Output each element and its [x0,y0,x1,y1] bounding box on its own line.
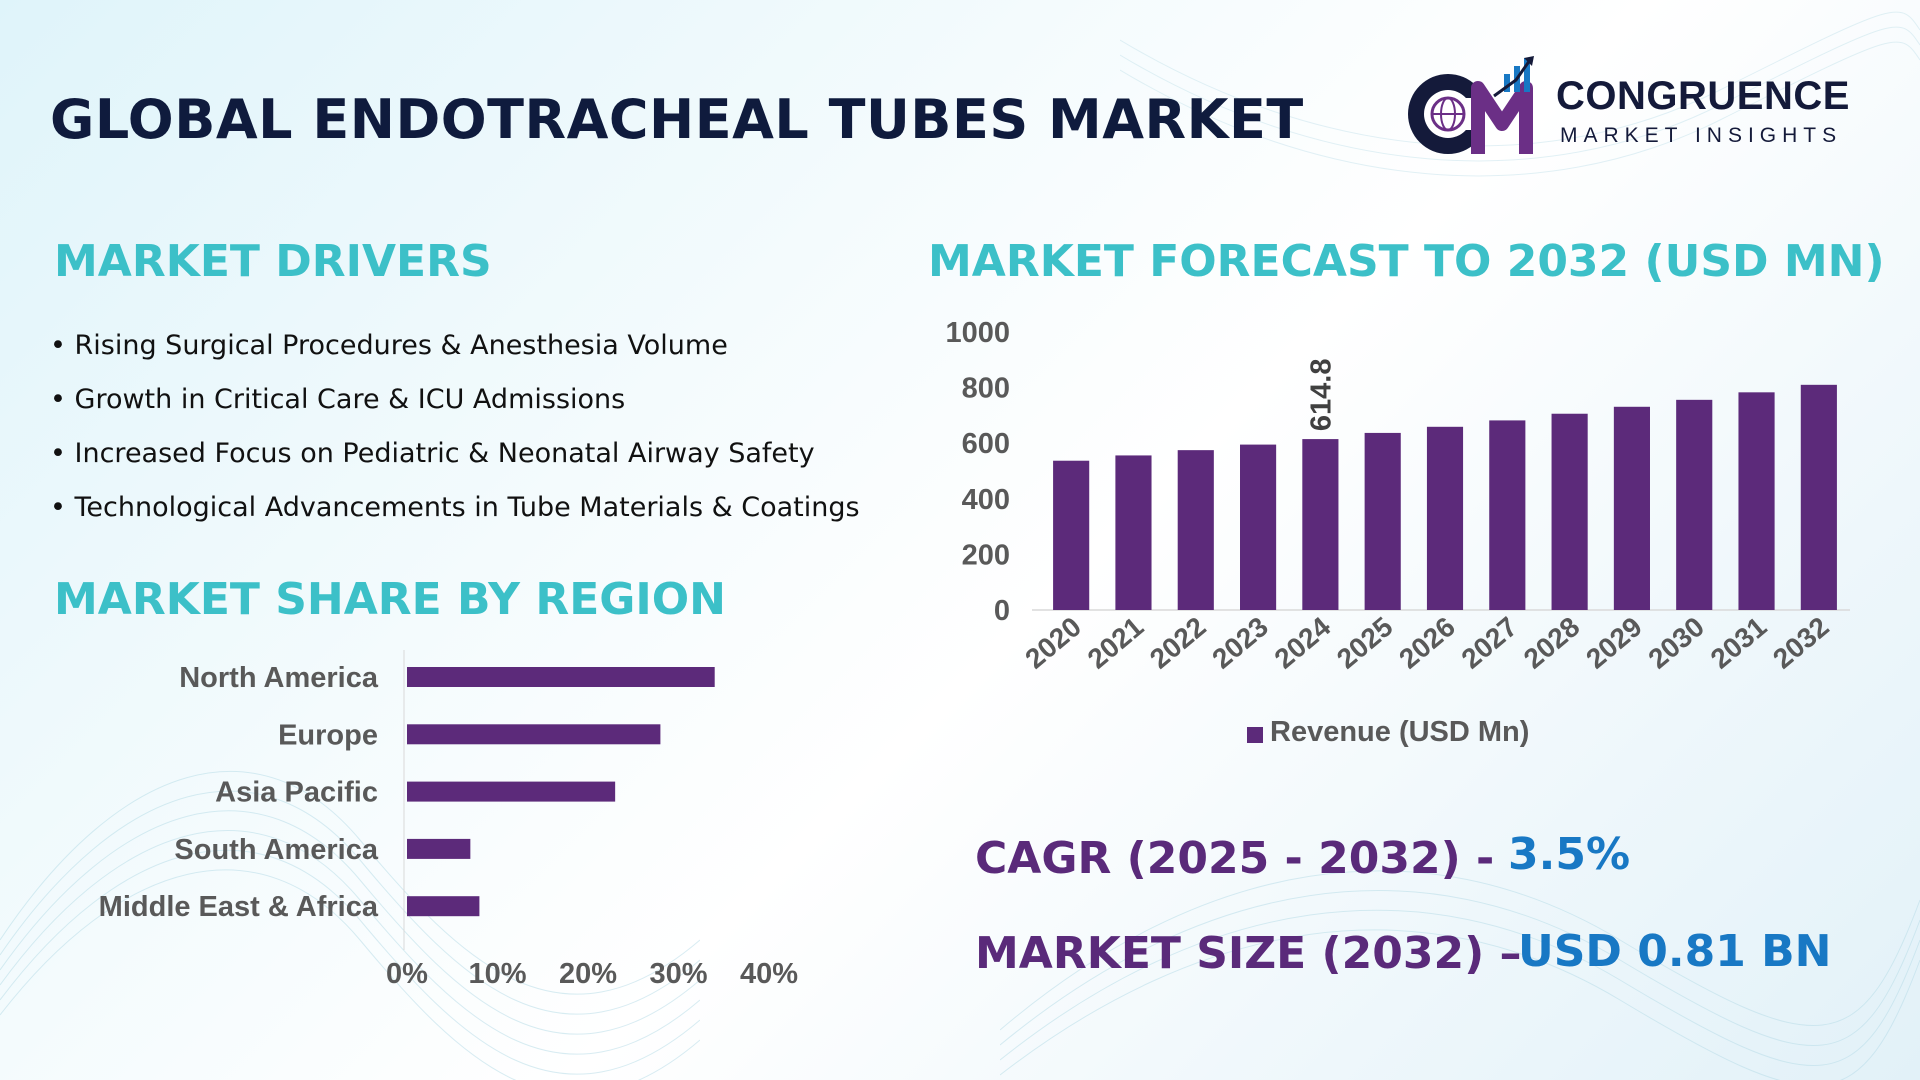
region-x-tick: 30% [649,958,707,990]
forecast-x-tick: 2029 [1580,611,1648,675]
logo-name: CONGRUENCE [1556,74,1850,118]
forecast-chart: 0200400600800100020202021202220232024202… [945,317,1850,675]
driver-item: Increased Focus on Pediatric & Neonatal … [50,434,860,488]
region-bar [407,667,715,687]
forecast-x-tick: 2021 [1082,611,1150,675]
logo-tagline: MARKET INSIGHTS [1560,124,1843,147]
forecast-bar [1613,406,1650,610]
forecast-bar [1551,413,1588,610]
forecast-x-tick: 2020 [1019,611,1087,675]
forecast-data-label: 614.8 [1305,359,1337,432]
forecast-x-tick: 2028 [1518,611,1586,675]
region-bar [407,896,480,917]
forecast-x-tick: 2026 [1393,611,1461,675]
region-share-chart: North America Europe Asia Pacific South Ame… [99,650,798,990]
region-label: Middle East & Africa [99,891,379,923]
forecast-bar [1364,432,1401,610]
forecast-bar [1489,420,1526,610]
forecast-bar [1240,444,1277,610]
forecast-y-tick: 200 [962,539,1010,571]
region-x-tick: 20% [559,958,617,990]
forecast-bar [1115,455,1152,610]
forecast-y-tick: 1000 [945,317,1010,349]
driver-item: Growth in Critical Care & ICU Admissions [50,380,860,434]
forecast-heading: MARKET FORECAST TO 2032 (USD MN) [928,236,1885,287]
drivers-list: Rising Surgical Procedures & Anesthesia … [50,326,860,542]
forecast-y-tick: 400 [962,484,1010,516]
page-title: GLOBAL ENDOTRACHEAL TUBES MARKET [50,88,1304,151]
logo-mark-icon [1408,56,1534,154]
forecast-y-tick: 800 [962,373,1010,405]
forecast-bar [1053,460,1090,610]
cagr-label: CAGR (2025 - 2032) - [975,833,1495,884]
forecast-x-tick: 2025 [1331,611,1399,675]
region-x-tick: 0% [386,958,428,990]
market-size-label: MARKET SIZE (2032) – [975,928,1522,979]
forecast-x-tick: 2027 [1456,611,1524,675]
legend-swatch [1247,727,1263,743]
region-x-tick: 10% [468,958,526,990]
forecast-x-tick: 2024 [1269,611,1337,675]
region-bar [407,838,471,859]
forecast-x-tick: 2030 [1642,611,1710,675]
region-label: Asia Pacific [215,777,378,809]
cagr-value: 3.5% [1508,829,1631,880]
forecast-bar [1676,399,1713,610]
region-bar [407,781,616,802]
forecast-bar [1800,384,1837,610]
driver-item: Rising Surgical Procedures & Anesthesia … [50,326,860,380]
forecast-bar [1426,426,1464,610]
company-logo: CONGRUENCE MARKET INSIGHTS [1400,52,1880,162]
forecast-x-tick: 2031 [1705,611,1773,675]
region-bar [407,724,661,745]
legend-label: Revenue (USD Mn) [1270,716,1530,748]
region-x-tick: 40% [740,958,798,990]
market-size-value: USD 0.81 BN [1518,926,1832,977]
region-label: Europe [278,719,378,751]
forecast-x-tick: 2022 [1144,611,1212,675]
forecast-x-tick: 2032 [1767,611,1835,675]
forecast-bar [1738,392,1775,610]
region-label: South America [174,834,378,866]
forecast-bar [1177,450,1214,610]
forecast-bar [1302,439,1339,610]
driver-item: Technological Advancements in Tube Mater… [50,488,860,542]
drivers-heading: MARKET DRIVERS [54,236,492,287]
forecast-x-tick: 2023 [1206,611,1274,675]
forecast-y-tick: 0 [994,595,1010,627]
forecast-y-tick: 600 [962,428,1010,460]
region-label: North America [179,662,379,694]
region-heading: MARKET SHARE BY REGION [54,574,726,625]
